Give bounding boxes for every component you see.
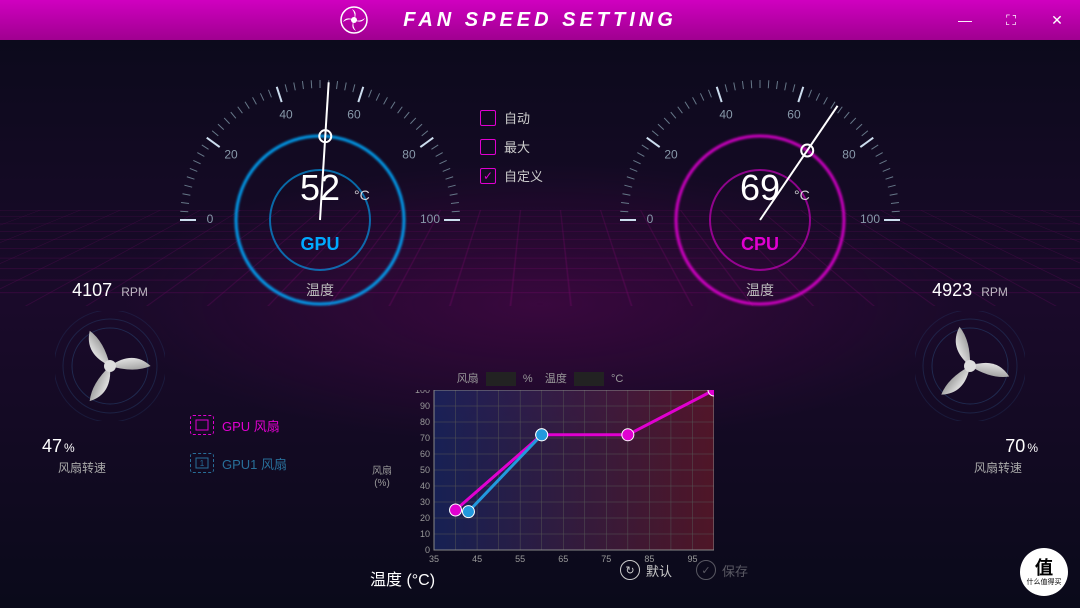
svg-text:52: 52 xyxy=(300,167,340,208)
svg-text:温度: 温度 xyxy=(746,282,774,298)
legend-gpu-label: GPU 风扇 xyxy=(222,416,280,435)
legend-gpu1-label: GPU1 风扇 xyxy=(222,454,287,473)
svg-text:60: 60 xyxy=(347,108,361,122)
svg-text:65: 65 xyxy=(558,554,568,564)
svg-text:70: 70 xyxy=(420,433,430,443)
app-title: FAN SPEED SETTING xyxy=(403,9,677,32)
checkbox-icon: ✓ xyxy=(480,168,496,184)
save-button[interactable]: ✓ 保存 xyxy=(696,560,748,580)
svg-text:20: 20 xyxy=(224,148,238,162)
save-button-label: 保存 xyxy=(722,561,748,580)
svg-text:温度: 温度 xyxy=(306,282,334,298)
svg-text:40: 40 xyxy=(420,481,430,491)
svg-text:1: 1 xyxy=(200,459,205,468)
watermark-badge: 值 什么值得买 xyxy=(1020,548,1068,596)
mode-custom[interactable]: ✓ 自定义 xyxy=(480,166,543,185)
mode-max-label: 最大 xyxy=(504,137,530,156)
checkbox-icon xyxy=(480,110,496,126)
svg-text:30: 30 xyxy=(420,497,430,507)
svg-text:80: 80 xyxy=(420,417,430,427)
gpu-fan-readout: 4107 RPM 47% 风扇转速 xyxy=(30,280,190,476)
mode-max[interactable]: 最大 xyxy=(480,137,543,156)
fan-blade-icon xyxy=(915,311,1025,421)
fan-curve-chart[interactable]: 风扇 % 温度 °C 风扇 (%) 0102030405060708090100… xyxy=(370,370,710,590)
percent-unit: % xyxy=(64,441,75,455)
svg-text:90: 90 xyxy=(420,401,430,411)
gpu-gauge: 0 20 40 60 80 100 52 °C GPU 温度 xyxy=(170,50,470,350)
readout-temp-label: 温度 xyxy=(545,373,567,385)
readout-temp-value xyxy=(574,372,604,386)
cpu-fan-rpm: 4923 xyxy=(932,280,972,300)
fan-blade-icon xyxy=(55,311,165,421)
mode-custom-label: 自定义 xyxy=(504,166,543,185)
readout-fan-value xyxy=(486,372,516,386)
close-button[interactable]: ✕ xyxy=(1034,0,1080,40)
svg-text:100: 100 xyxy=(420,212,440,226)
gpu-fan-percent: 47 xyxy=(42,436,62,456)
svg-text:CPU: CPU xyxy=(741,234,779,254)
readout-fan-label: 风扇 xyxy=(457,373,479,385)
svg-text:35: 35 xyxy=(429,554,439,564)
maximize-button[interactable]: ⛶ xyxy=(988,0,1034,40)
svg-text:°C: °C xyxy=(354,187,370,203)
chart-y-axis-label: 风扇 (%) xyxy=(372,466,392,490)
readout-fan-unit: % xyxy=(523,373,533,385)
svg-text:100: 100 xyxy=(415,390,430,395)
svg-text:55: 55 xyxy=(515,554,525,564)
svg-text:60: 60 xyxy=(787,108,801,122)
svg-text:75: 75 xyxy=(601,554,611,564)
svg-text:80: 80 xyxy=(402,148,416,162)
svg-text:80: 80 xyxy=(842,148,856,162)
svg-text:0: 0 xyxy=(647,212,654,226)
minimize-button[interactable]: — xyxy=(942,0,988,40)
rpm-unit: RPM xyxy=(981,285,1008,299)
svg-text:45: 45 xyxy=(472,554,482,564)
watermark-main: 值 xyxy=(1035,559,1053,577)
svg-text:20: 20 xyxy=(420,513,430,523)
svg-text:GPU: GPU xyxy=(300,234,339,254)
cpu-fan-percent: 70 xyxy=(1005,436,1025,456)
default-button-label: 默认 xyxy=(646,561,672,580)
chip-icon xyxy=(190,415,214,435)
default-button[interactable]: ↻ 默认 xyxy=(620,560,672,580)
gpu-fan-rpm: 4107 xyxy=(72,280,112,300)
svg-text:°C: °C xyxy=(794,187,810,203)
svg-text:60: 60 xyxy=(420,449,430,459)
legend-gpu-fan[interactable]: GPU 风扇 xyxy=(190,415,287,435)
chip-icon: 1 xyxy=(190,453,214,473)
percent-unit: % xyxy=(1027,441,1038,455)
svg-text:10: 10 xyxy=(420,529,430,539)
cpu-fan-readout: 4923 RPM 70% 风扇转速 xyxy=(890,280,1050,476)
svg-text:50: 50 xyxy=(420,465,430,475)
mode-auto-label: 自动 xyxy=(504,108,530,127)
fan-speed-label: 风扇转速 xyxy=(890,459,1022,476)
title-bar: FAN SPEED SETTING — ⛶ ✕ xyxy=(0,0,1080,40)
svg-text:100: 100 xyxy=(860,212,880,226)
svg-text:40: 40 xyxy=(719,108,733,122)
readout-temp-unit: °C xyxy=(611,373,623,385)
chart-legend: GPU 风扇 1 GPU1 风扇 xyxy=(190,415,287,491)
svg-text:40: 40 xyxy=(279,108,293,122)
svg-text:0: 0 xyxy=(207,212,214,226)
chart-readout: 风扇 % 温度 °C xyxy=(370,370,710,386)
app-logo-icon xyxy=(340,6,368,34)
svg-text:69: 69 xyxy=(740,167,780,208)
save-icon: ✓ xyxy=(696,560,716,580)
legend-gpu1-fan[interactable]: 1 GPU1 风扇 xyxy=(190,453,287,473)
rpm-unit: RPM xyxy=(121,285,148,299)
fan-speed-label: 风扇转速 xyxy=(58,459,190,476)
mode-selector: 自动 最大 ✓ 自定义 xyxy=(480,108,543,195)
checkbox-icon xyxy=(480,139,496,155)
mode-auto[interactable]: 自动 xyxy=(480,108,543,127)
reset-icon: ↻ xyxy=(620,560,640,580)
cpu-gauge: 0 20 40 60 80 100 69 °C CPU 温度 xyxy=(610,50,910,350)
watermark-sub: 什么值得买 xyxy=(1027,579,1062,586)
chart-plot[interactable]: 010203040506070809010035455565758595 xyxy=(410,390,714,566)
svg-text:20: 20 xyxy=(664,148,678,162)
